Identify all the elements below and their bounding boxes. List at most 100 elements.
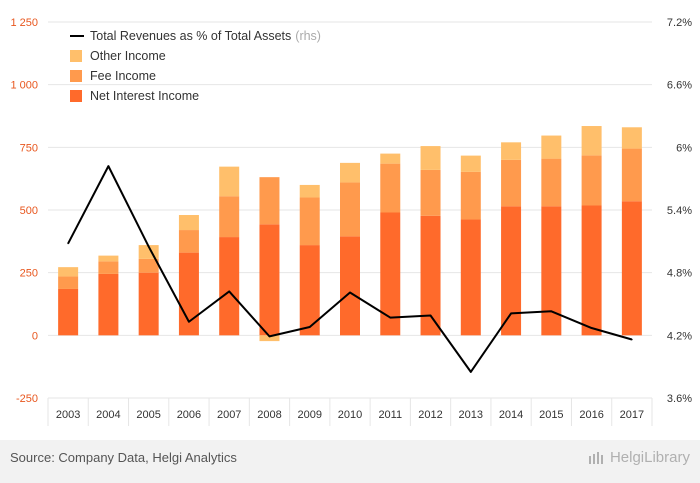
bar-other-income [541, 135, 562, 159]
bar-other-income [178, 215, 199, 231]
legend-item-other-income: Other Income [70, 46, 321, 66]
bar-fee-income [460, 171, 481, 220]
bar-other-income [621, 127, 642, 149]
bar-other-income [299, 184, 320, 198]
line-point [470, 371, 472, 373]
y-tick-label: 1 250 [10, 17, 38, 29]
y2-tick-label: 4.8% [667, 268, 692, 280]
footer-bar: Source: Company Data, Helgi Analytics He… [0, 440, 700, 483]
y-tick-label: 500 [20, 205, 38, 217]
bar-fee-income [541, 158, 562, 207]
y-tick-label: 750 [20, 142, 38, 154]
line-point [107, 165, 110, 167]
x-tick-label: 2016 [579, 409, 603, 421]
x-tick-label: 2005 [136, 409, 160, 421]
legend: Total Revenues as % of Total Assets (rhs… [70, 26, 321, 106]
bar-other-income [581, 126, 602, 156]
line-point [308, 326, 311, 328]
bar-net-interest-income [541, 206, 562, 336]
bar-fee-income [219, 196, 240, 238]
legend-line-swatch [70, 35, 84, 37]
bar-fee-income [420, 169, 441, 216]
legend-swatch-other-income [70, 50, 82, 62]
bar-fee-income [58, 276, 79, 289]
y2-tick-label: 6% [676, 142, 692, 154]
line-point [389, 316, 392, 319]
bar-fee-income [98, 261, 119, 274]
bar-net-interest-income [58, 288, 79, 336]
bar-other-income [58, 267, 79, 277]
y-tick-label: 1 000 [10, 80, 38, 92]
legend-label-net-interest-income: Net Interest Income [90, 89, 200, 103]
y2-tick-label: 6.6% [667, 80, 692, 92]
bar-net-interest-income [259, 224, 280, 336]
legend-item-net-interest-income: Net Interest Income [70, 86, 321, 106]
x-tick-label: 2006 [177, 409, 201, 421]
legend-swatch-fee-income [70, 70, 82, 82]
bar-fee-income [621, 148, 642, 202]
line-point [67, 242, 69, 245]
line-point [228, 290, 230, 293]
line-point [147, 245, 150, 248]
bar-fee-income [340, 182, 360, 237]
brand-logo: HelgiLibrary [588, 449, 690, 466]
y2-tick-label: 7.2% [667, 17, 692, 29]
legend-item-revenue-ratio: Total Revenues as % of Total Assets (rhs… [70, 26, 321, 46]
y2-tick-label: 5.4% [667, 205, 692, 217]
bar-net-interest-income [621, 201, 642, 336]
bar-fee-income [299, 197, 320, 246]
bar-net-interest-income [380, 212, 401, 336]
bar-other-income [259, 335, 280, 342]
bar-net-interest-income [299, 245, 320, 336]
bar-net-interest-income [98, 273, 119, 336]
source-text: Source: Company Data, Helgi Analytics [10, 450, 237, 465]
brand-name: HelgiLibrary [609, 449, 690, 466]
x-tick-label: 2009 [297, 409, 321, 421]
bar-net-interest-income [501, 206, 522, 336]
bar-net-interest-income [460, 219, 481, 336]
bar-other-income [98, 255, 119, 262]
bar-net-interest-income [340, 236, 360, 336]
bar-fee-income [259, 177, 280, 225]
line-point [429, 314, 432, 317]
y-tick-label: -250 [16, 393, 38, 405]
bar-fee-income [380, 163, 401, 213]
x-tick-label: 2013 [459, 409, 483, 421]
bar-fee-income [178, 230, 199, 253]
x-tick-label: 2015 [539, 409, 563, 421]
bar-net-interest-income [178, 252, 199, 336]
bar-other-income [420, 146, 441, 170]
legend-rhs-tag: (rhs) [295, 29, 321, 43]
legend-item-fee-income: Fee Income [70, 66, 321, 86]
x-tick-label: 2010 [338, 409, 362, 421]
line-point [550, 310, 553, 313]
line-point [268, 335, 271, 338]
bar-net-interest-income [138, 272, 159, 336]
line-point [349, 291, 351, 294]
x-tick-label: 2012 [418, 409, 442, 421]
line-point [590, 327, 593, 329]
bar-fee-income [581, 155, 602, 206]
x-tick-label: 2004 [96, 409, 120, 421]
library-icon [588, 451, 603, 464]
x-tick-label: 2014 [499, 409, 523, 421]
bar-net-interest-income [581, 205, 602, 336]
x-tick-label: 2011 [378, 409, 402, 421]
y2-tick-label: 3.6% [667, 393, 692, 405]
line-point [188, 320, 190, 323]
bar-other-income [380, 153, 401, 164]
y-tick-label: 0 [32, 330, 38, 342]
legend-label-fee-income: Fee Income [90, 69, 157, 83]
x-tick-label: 2017 [620, 409, 644, 421]
line-point [510, 312, 512, 315]
x-tick-label: 2007 [217, 409, 241, 421]
legend-label-revenue-ratio: Total Revenues as % of Total Assets [90, 29, 292, 43]
bar-other-income [340, 162, 360, 183]
bar-fee-income [138, 258, 159, 273]
bar-other-income [460, 155, 481, 172]
bar-net-interest-income [420, 215, 441, 336]
legend-swatch-net-interest-income [70, 90, 82, 102]
bar-other-income [501, 142, 522, 160]
bar-other-income [219, 166, 240, 197]
y-tick-label: 250 [20, 268, 38, 280]
